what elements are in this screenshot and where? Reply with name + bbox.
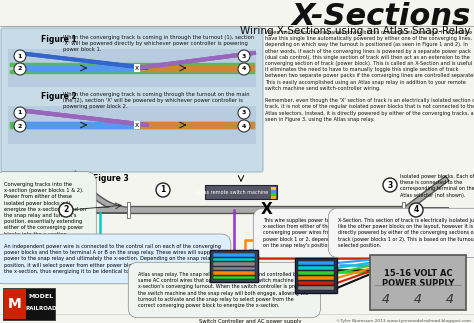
Text: x: x xyxy=(135,65,139,71)
Bar xyxy=(295,258,337,293)
Bar xyxy=(213,257,255,261)
Bar xyxy=(271,190,276,193)
Text: ©Tyler Bjornsson 2013 www.tyresmodelrailroad.blogspot.com: ©Tyler Bjornsson 2013 www.tyresmodelrail… xyxy=(336,319,471,323)
Text: Wiring X-Sections using an Atlas Snap-Relay: Wiring X-Sections using an Atlas Snap-Re… xyxy=(240,26,471,36)
Bar xyxy=(213,262,255,266)
Circle shape xyxy=(14,50,26,62)
Text: 4: 4 xyxy=(413,205,419,214)
Bar xyxy=(213,271,255,275)
Text: An independent power wire is connected to the control rail on each of the conver: An independent power wire is connected t… xyxy=(4,244,221,274)
Text: When the converging track is coming in through the turnout (1), section
'X' will: When the converging track is coming in t… xyxy=(63,35,254,52)
Text: 4: 4 xyxy=(414,293,422,306)
Text: This wire supplies power to the
x-section from either of the
converging power wi: This wire supplies power to the x-sectio… xyxy=(263,218,339,248)
Text: X-Section. This section of track is electrically isolated just
like the other po: X-Section. This section of track is elec… xyxy=(338,218,474,248)
Text: 2: 2 xyxy=(64,205,69,214)
Text: X-Sections: X-Sections xyxy=(292,2,471,31)
Text: 1: 1 xyxy=(18,54,22,58)
Text: 4: 4 xyxy=(242,67,246,71)
Circle shape xyxy=(14,120,26,132)
Bar xyxy=(298,271,334,275)
Circle shape xyxy=(238,120,250,132)
Text: Atlas snap relay. The snap relay is connected to and controlled by the
same AC c: Atlas snap relay. The snap relay is conn… xyxy=(138,272,311,308)
Text: 3: 3 xyxy=(242,54,246,58)
Bar xyxy=(127,202,130,218)
Bar xyxy=(213,253,255,256)
Bar xyxy=(8,49,256,87)
Bar xyxy=(8,106,256,144)
Circle shape xyxy=(59,203,73,217)
Text: Figure 2: Figure 2 xyxy=(41,92,77,101)
Bar xyxy=(370,255,466,310)
Circle shape xyxy=(383,178,397,192)
Text: When two tracks from separate power blocks converge into one line, it is possibl: When two tracks from separate power bloc… xyxy=(265,30,474,122)
Text: 3: 3 xyxy=(242,110,246,116)
Bar xyxy=(298,266,334,270)
Text: 4: 4 xyxy=(382,293,390,306)
Text: RAILROAD: RAILROAD xyxy=(25,306,57,310)
Circle shape xyxy=(14,107,26,119)
Text: 2: 2 xyxy=(18,67,22,71)
Text: 2: 2 xyxy=(18,123,22,129)
Bar xyxy=(298,276,334,280)
Circle shape xyxy=(409,203,423,217)
Text: 4: 4 xyxy=(446,293,454,306)
Text: Figure 1: Figure 1 xyxy=(41,35,77,44)
Bar xyxy=(213,266,255,270)
Bar xyxy=(4,289,26,319)
Text: Figure 3: Figure 3 xyxy=(93,174,129,183)
Text: M: M xyxy=(8,297,22,311)
Text: 15-16 VOLT AC
POWER SUPPLY: 15-16 VOLT AC POWER SUPPLY xyxy=(382,269,454,288)
Text: Atlas remote switch machine: Atlas remote switch machine xyxy=(197,190,269,194)
Text: Isolated power blocks. Each of
these is connected to the
corresponding terminal : Isolated power blocks. Each of these is … xyxy=(400,174,474,198)
Text: X: X xyxy=(261,203,273,217)
Circle shape xyxy=(14,63,26,75)
Bar xyxy=(3,288,55,320)
Bar xyxy=(298,261,334,265)
Text: 1: 1 xyxy=(18,110,22,116)
Bar xyxy=(213,276,255,279)
Circle shape xyxy=(238,107,250,119)
Bar xyxy=(271,196,276,199)
Text: MODEL: MODEL xyxy=(28,295,54,299)
Text: 1: 1 xyxy=(160,185,165,194)
Circle shape xyxy=(156,183,170,197)
Circle shape xyxy=(238,50,250,62)
Bar xyxy=(271,193,276,195)
Circle shape xyxy=(238,63,250,75)
Bar xyxy=(402,202,405,218)
Text: 4: 4 xyxy=(242,123,246,129)
Bar xyxy=(298,281,334,285)
Bar xyxy=(210,250,258,282)
Text: When the converging track is coming through the turnout on the main
line (2), se: When the converging track is coming thro… xyxy=(63,92,250,109)
Text: x: x xyxy=(135,122,139,128)
Bar xyxy=(298,286,334,290)
Text: Converging tracks into the
x-section (power blocks 1 & 2).
Power from either of : Converging tracks into the x-section (po… xyxy=(4,182,86,237)
FancyBboxPatch shape xyxy=(1,28,263,172)
Bar xyxy=(205,185,277,199)
Text: 3: 3 xyxy=(387,181,392,190)
Text: Switch Controller and AC power supply: Switch Controller and AC power supply xyxy=(199,319,301,323)
Bar xyxy=(271,187,276,190)
